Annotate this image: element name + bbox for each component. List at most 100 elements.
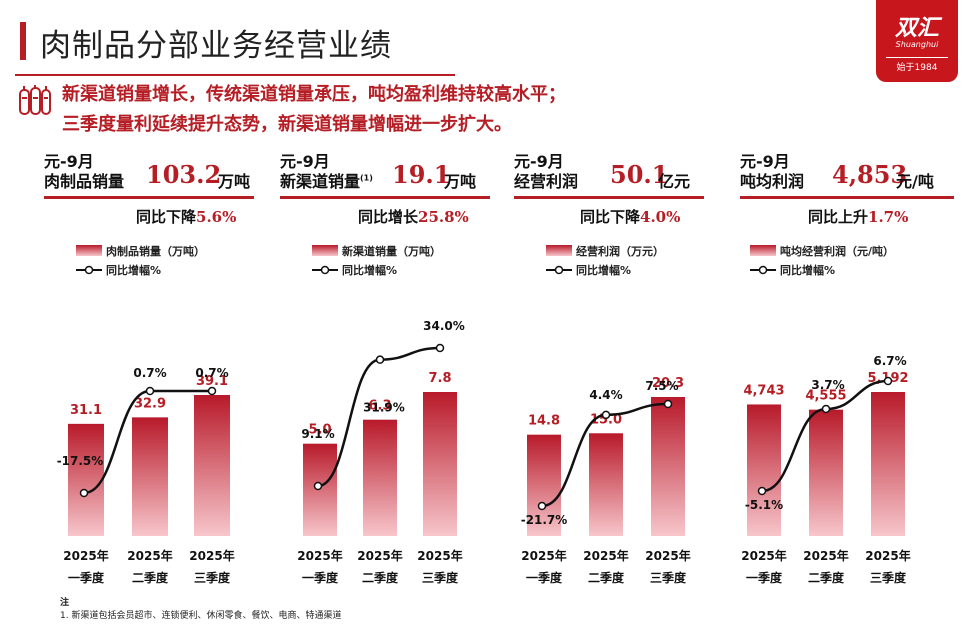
legend-line-marker bbox=[320, 265, 330, 275]
kpi-value: 103.2 bbox=[146, 160, 222, 189]
bar-value-label: 7.8 bbox=[428, 371, 451, 386]
bar-value-label: 20.3 bbox=[652, 376, 684, 391]
kpi-unit: 元/吨 bbox=[896, 172, 934, 191]
category-quarter-label: 三季度 bbox=[194, 570, 231, 585]
bar bbox=[363, 419, 397, 536]
bar bbox=[651, 397, 685, 536]
yoy-point-label: 0.7% bbox=[195, 366, 228, 380]
category-year-label: 2025年 bbox=[865, 548, 910, 563]
category-quarter-label: 三季度 bbox=[650, 570, 687, 585]
bar-value-label: 4,555 bbox=[805, 389, 846, 404]
bar bbox=[194, 395, 230, 536]
yoy-value: 5.6% bbox=[196, 208, 237, 226]
yoy-point bbox=[601, 410, 611, 420]
sausage-icon bbox=[19, 85, 51, 115]
yoy-point bbox=[757, 486, 767, 496]
yoy-point bbox=[821, 404, 831, 414]
yoy-point-label: 4.4% bbox=[589, 388, 622, 402]
headline-line-2: 三季度量利延续提升态势，新渠道销量增幅进一步扩大。 bbox=[62, 114, 512, 135]
bar-value-label: 6.3 bbox=[368, 399, 391, 414]
bar bbox=[809, 409, 843, 536]
yoy-value: 25.8% bbox=[418, 208, 469, 226]
kpi-label: 经营利润 bbox=[514, 172, 579, 191]
headline: 新渠道销量增长，传统渠道销量承压，吨均盈利维持较高水平； 三季度量利延续提升态势… bbox=[62, 80, 566, 140]
category-quarter-label: 一季度 bbox=[526, 570, 563, 585]
chart-meat-volume: 肉制品销量（万吨） 同比增幅% 31.1 32.9 39.1 -17.5% 0.7% 0.7%… bbox=[57, 244, 235, 585]
category-year-label: 2025年 bbox=[741, 548, 786, 563]
legend-bar-label: 肉制品销量（万吨） bbox=[106, 244, 205, 258]
kpi-rule bbox=[280, 196, 490, 199]
category-year-label: 2025年 bbox=[189, 548, 234, 563]
brand-logo: 双汇 Shuanghui 始于1984 bbox=[876, 0, 958, 82]
yoy-point-label: 0.7% bbox=[133, 366, 166, 380]
yoy-prefix: 同比下降 bbox=[580, 208, 641, 226]
yoy-point bbox=[883, 376, 893, 386]
legend-line-label: 同比增幅% bbox=[576, 263, 631, 277]
bar bbox=[589, 433, 623, 536]
category-quarter-label: 一季度 bbox=[302, 570, 339, 585]
kpi-yoy: 同比增长25.8% bbox=[358, 206, 469, 227]
legend-line-marker bbox=[554, 265, 564, 275]
yoy-point-label: 34.0% bbox=[423, 319, 465, 333]
kpi-rule bbox=[514, 196, 704, 199]
footnote-heading: 注 bbox=[60, 598, 70, 608]
kpi-label: 吨均利润 bbox=[740, 172, 805, 191]
bar bbox=[527, 434, 561, 536]
bar-value-label: 39.1 bbox=[196, 374, 228, 389]
bar bbox=[747, 404, 781, 536]
legend-bar-label: 吨均经营利润（元/吨） bbox=[780, 244, 894, 258]
logo-main: 双汇 bbox=[894, 16, 939, 41]
panel-profit-per-ton: 元-9月 吨均利润 4,853 元/吨 同比上升1.7% 吨均经营利润（元/吨）… bbox=[740, 146, 972, 596]
yoy-point-label: -21.7% bbox=[521, 513, 568, 527]
bar bbox=[132, 417, 168, 536]
chart-new-channel-volume: 新渠道销量（万吨） 同比增幅% 5.0 6.3 7.8 9.1% 31.9% 34.0% 202… bbox=[297, 244, 465, 585]
yoy-line bbox=[83, 389, 212, 495]
kpi-rule bbox=[740, 196, 954, 199]
yoy-prefix: 同比增长 bbox=[358, 208, 419, 226]
yoy-point bbox=[435, 343, 445, 353]
category-quarter-label: 三季度 bbox=[870, 570, 907, 585]
kpi-value: 4,853 bbox=[832, 160, 908, 189]
legend-bar-swatch bbox=[312, 245, 338, 256]
legend-line-label: 同比增幅% bbox=[342, 263, 397, 277]
yoy-prefix: 同比下降 bbox=[136, 208, 197, 226]
yoy-value: 1.7% bbox=[868, 208, 909, 226]
kpi-value: 50.1 bbox=[610, 160, 669, 189]
yoy-point-label: 7.5% bbox=[645, 379, 678, 393]
kpi-unit: 万吨 bbox=[218, 172, 251, 191]
yoy-point bbox=[207, 386, 217, 396]
kpi-label-text: 新渠道销量 bbox=[280, 172, 361, 191]
kpi-label: 新渠道销量(1) bbox=[280, 168, 373, 192]
yoy-point-label: 31.9% bbox=[363, 401, 405, 415]
legend-line-marker bbox=[758, 265, 768, 275]
yoy-point-label: 9.1% bbox=[301, 427, 334, 441]
yoy-point bbox=[663, 399, 673, 409]
page-title: 肉制品分部业务经营业绩 bbox=[40, 28, 392, 64]
legend-bar-swatch bbox=[76, 245, 102, 256]
category-quarter-label: 二季度 bbox=[588, 570, 625, 585]
yoy-point bbox=[375, 355, 385, 364]
headline-line-1: 新渠道销量增长，传统渠道销量承压，吨均盈利维持较高水平； bbox=[62, 84, 566, 105]
yoy-prefix: 同比上升 bbox=[808, 208, 869, 226]
chart-profit-per-ton: 吨均经营利润（元/吨）同比增幅%4,7434,5555,192-5.1%3.7%… bbox=[741, 244, 910, 585]
category-quarter-label: 三季度 bbox=[422, 570, 459, 585]
category-year-label: 2025年 bbox=[521, 548, 566, 563]
kpi-value: 19.1 bbox=[392, 160, 451, 189]
logo-tag: 始于1984 bbox=[886, 57, 948, 73]
yoy-point bbox=[537, 501, 547, 511]
category-year-label: 2025年 bbox=[63, 548, 108, 563]
kpi-period: 元-9月 bbox=[514, 152, 564, 171]
logo-sub: Shuanghui bbox=[895, 40, 939, 49]
kpi-unit: 亿元 bbox=[658, 172, 691, 191]
yoy-point-label: 3.7% bbox=[811, 378, 844, 392]
panel-operating-profit: 元-9月 经营利润 50.1 亿元 同比下降4.0% 经营利润（万元） 同比增幅%… bbox=[514, 146, 746, 596]
category-year-label: 2025年 bbox=[803, 548, 848, 563]
panel-meat-volume: 元-9月 肉制品销量 103.2 万吨 同比下降5.6% 肉制品销量（万吨） 同比… bbox=[44, 146, 276, 596]
yoy-line bbox=[317, 346, 441, 488]
bar bbox=[68, 423, 104, 536]
bar bbox=[423, 392, 457, 536]
yoy-point-label: -5.1% bbox=[745, 498, 783, 512]
yoy-value: 4.0% bbox=[640, 208, 681, 226]
yoy-point bbox=[313, 481, 323, 491]
kpi-period: 元-9月 bbox=[740, 152, 790, 171]
